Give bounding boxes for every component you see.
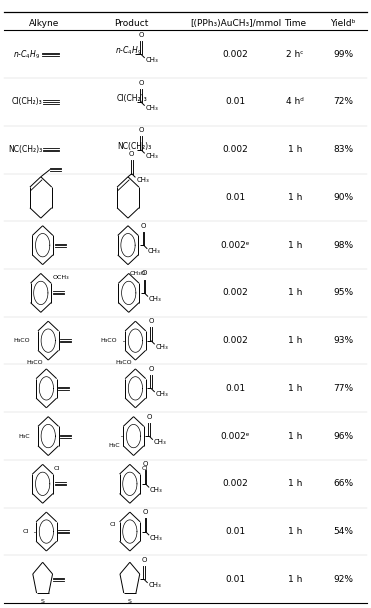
Text: 90%: 90%	[333, 193, 353, 202]
Text: 0.002ᵉ: 0.002ᵉ	[221, 241, 250, 250]
Text: Yieldᵇ: Yieldᵇ	[331, 19, 356, 27]
Text: 1 h: 1 h	[288, 432, 302, 441]
Text: O: O	[148, 366, 154, 372]
Text: 72%: 72%	[333, 97, 353, 106]
Text: 0.01: 0.01	[226, 527, 246, 536]
Text: Time: Time	[284, 19, 306, 27]
Text: 1 h: 1 h	[288, 336, 302, 345]
Text: $n$-C$_4$H$_9$: $n$-C$_4$H$_9$	[115, 44, 142, 57]
Text: CH₃: CH₃	[154, 439, 166, 445]
Text: 4 hᵈ: 4 hᵈ	[286, 97, 304, 106]
Text: Cl: Cl	[54, 466, 60, 471]
Text: S: S	[41, 599, 45, 604]
Text: O: O	[143, 461, 148, 468]
Text: H₃C: H₃C	[108, 443, 120, 447]
Text: S: S	[128, 599, 132, 604]
Text: CH₃: CH₃	[148, 248, 161, 254]
Text: 66%: 66%	[333, 479, 353, 488]
Text: 0.01: 0.01	[226, 575, 246, 584]
Text: 1 h: 1 h	[288, 575, 302, 584]
Text: 1 h: 1 h	[288, 241, 302, 250]
Text: H₃CO: H₃CO	[26, 361, 43, 365]
Text: Cl: Cl	[22, 529, 29, 534]
Text: 0.002: 0.002	[223, 336, 249, 345]
Text: 92%: 92%	[333, 575, 353, 584]
Text: O: O	[143, 509, 148, 515]
Text: 54%: 54%	[333, 527, 353, 536]
Text: Product: Product	[115, 19, 149, 27]
Text: CH₃: CH₃	[149, 296, 161, 302]
Text: 98%: 98%	[333, 241, 353, 250]
Text: [(PPh₃)AuCH₃]/mmol: [(PPh₃)AuCH₃]/mmol	[190, 19, 281, 27]
Text: CH₃: CH₃	[148, 582, 161, 589]
Text: OCH₃: OCH₃	[53, 275, 69, 280]
Text: CH₃: CH₃	[145, 57, 158, 63]
Text: Cl: Cl	[141, 466, 147, 471]
Text: CH₃: CH₃	[155, 392, 168, 398]
Text: 77%: 77%	[333, 384, 353, 393]
Text: O: O	[148, 318, 154, 324]
Text: 0.002: 0.002	[223, 479, 249, 488]
Text: CH₃: CH₃	[150, 534, 162, 541]
Text: 99%: 99%	[333, 50, 353, 59]
Text: O: O	[138, 80, 144, 86]
Text: 0.002: 0.002	[223, 50, 249, 59]
Text: O: O	[141, 557, 147, 563]
Text: H₃CO: H₃CO	[100, 338, 117, 343]
Text: O: O	[138, 127, 144, 133]
Text: H₃CO: H₃CO	[115, 361, 132, 365]
Text: O: O	[142, 271, 147, 277]
Text: 0.01: 0.01	[226, 384, 246, 393]
Text: CH₃: CH₃	[155, 344, 168, 350]
Text: 95%: 95%	[333, 288, 353, 297]
Text: NC(CH₂)₃: NC(CH₂)₃	[117, 142, 151, 151]
Text: 2 hᶜ: 2 hᶜ	[286, 50, 304, 59]
Text: Alkyne: Alkyne	[29, 19, 60, 27]
Text: Cl(CH₂)₃: Cl(CH₂)₃	[12, 97, 43, 106]
Text: 0.002: 0.002	[223, 145, 249, 154]
Text: 1 h: 1 h	[288, 288, 302, 297]
Text: CH₃: CH₃	[145, 105, 158, 111]
Text: O: O	[147, 413, 152, 420]
Text: CH₃: CH₃	[150, 487, 162, 493]
Text: 83%: 83%	[333, 145, 353, 154]
Text: 1 h: 1 h	[288, 384, 302, 393]
Text: O: O	[141, 223, 146, 229]
Text: O: O	[129, 151, 134, 157]
Text: H₃CO: H₃CO	[13, 338, 30, 343]
Text: Cl(CH₂)₃: Cl(CH₂)₃	[117, 94, 148, 103]
Text: 96%: 96%	[333, 432, 353, 441]
Text: 0.01: 0.01	[226, 97, 246, 106]
Text: 0.01: 0.01	[226, 193, 246, 202]
Text: Cl: Cl	[110, 522, 116, 527]
Text: 0.002ᵉ: 0.002ᵉ	[221, 432, 250, 441]
Text: 93%: 93%	[333, 336, 353, 345]
Text: 1 h: 1 h	[288, 527, 302, 536]
Text: CH₃: CH₃	[145, 153, 158, 159]
Text: 1 h: 1 h	[288, 479, 302, 488]
Text: O: O	[138, 32, 144, 38]
Text: NC(CH₂)₃: NC(CH₂)₃	[9, 145, 43, 154]
Text: H₃C: H₃C	[18, 434, 30, 438]
Text: 0.002: 0.002	[223, 288, 249, 297]
Text: $n$-C$_4$H$_9$: $n$-C$_4$H$_9$	[13, 48, 41, 61]
Text: CH₃O: CH₃O	[130, 271, 147, 276]
Text: CH₃: CH₃	[136, 177, 149, 183]
Text: 1 h: 1 h	[288, 193, 302, 202]
Text: 1 h: 1 h	[288, 145, 302, 154]
